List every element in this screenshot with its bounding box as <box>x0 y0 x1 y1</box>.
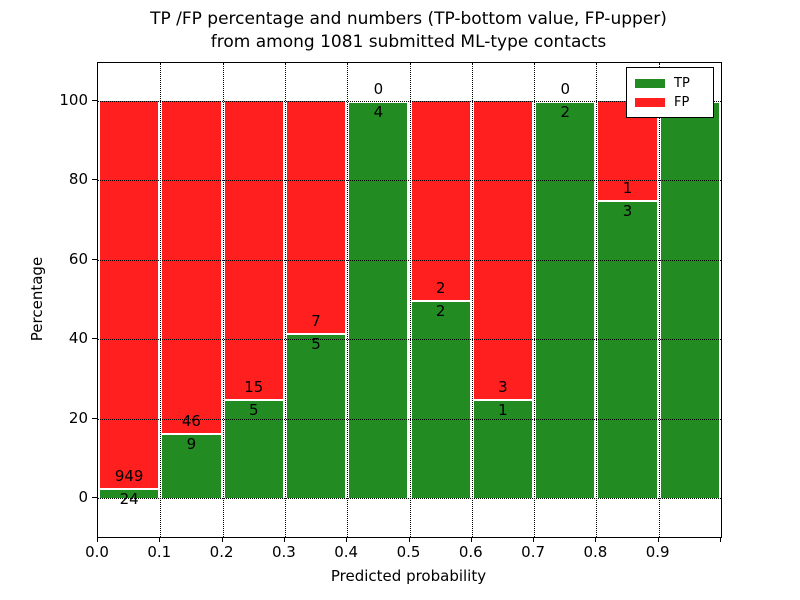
y-tick-label: 60 <box>68 249 88 268</box>
bar-segment-fp <box>409 101 472 300</box>
gridline-vertical <box>534 63 536 537</box>
tp-count-label: 5 <box>248 400 259 419</box>
chart-title: TP /FP percentage and numbers (TP-bottom… <box>0 8 800 54</box>
bar-segment-tp <box>284 332 348 498</box>
gridline-horizontal <box>98 418 721 420</box>
bar-segment-tp <box>160 433 223 498</box>
x-tick-mark <box>533 538 535 542</box>
chart-title-line1: TP /FP percentage and numbers (TP-bottom… <box>150 9 667 29</box>
tp-count-label: 5 <box>311 334 321 353</box>
bar-segment-fp <box>160 101 223 434</box>
gridline-vertical <box>471 63 473 537</box>
fp-legend-swatch <box>635 98 665 107</box>
fp-count-label: 949 <box>114 467 144 486</box>
y-tick-label: 80 <box>68 170 88 189</box>
tp-count-label: 9 <box>186 435 197 454</box>
x-tick-label: 0.6 <box>458 543 483 561</box>
y-tick-label: 20 <box>68 408 88 427</box>
fp-count-label: 7 <box>311 311 321 330</box>
x-tick-label: 0.1 <box>147 543 172 561</box>
gridline-vertical <box>160 63 162 537</box>
x-tick-mark <box>97 538 98 542</box>
x-tick-label: 0.7 <box>521 543 546 561</box>
bar-segment-tp <box>409 299 472 498</box>
y-tick-mark <box>92 179 97 181</box>
bar-segment-fp <box>284 101 348 333</box>
x-tick-label: 0.3 <box>271 543 296 561</box>
bar-segment-tp <box>98 488 161 498</box>
bar-segment-fp <box>222 101 285 399</box>
y-tick-mark <box>92 258 97 260</box>
gridline-horizontal <box>98 101 721 102</box>
plot-area: 9492446915575042231021303 <box>97 62 722 538</box>
y-tick-label: 40 <box>68 329 88 348</box>
x-tick-label: 0.5 <box>396 543 421 561</box>
y-tick-label: 0 <box>78 488 88 506</box>
gridline-horizontal <box>98 339 721 341</box>
y-axis-label: Percentage <box>28 256 46 342</box>
x-tick-mark <box>595 538 597 542</box>
gridline-horizontal <box>98 498 721 499</box>
tp-count-label: 2 <box>435 301 446 320</box>
fp-count-label: 2 <box>435 278 446 297</box>
x-tick-label: 0.8 <box>583 543 608 561</box>
fp-count-label: 15 <box>244 377 264 396</box>
gridline-vertical <box>658 63 660 537</box>
y-tick-label: 100 <box>59 91 88 109</box>
bar-segment-tp <box>471 398 535 498</box>
y-tick-mark <box>92 100 97 101</box>
fp-count-label: 3 <box>498 377 508 396</box>
x-tick-label: 0.9 <box>645 543 670 561</box>
fp-count-label: 46 <box>181 412 201 431</box>
x-tick-mark <box>720 538 721 542</box>
x-tick-label: 0.2 <box>209 543 234 561</box>
gridline-vertical <box>409 63 411 537</box>
gridline-vertical <box>222 63 224 537</box>
x-tick-label: 0.4 <box>334 543 359 561</box>
tp-count-label: 2 <box>560 103 571 121</box>
tp-count-label: 3 <box>622 202 633 221</box>
tp-legend-label: TP <box>674 75 690 91</box>
bar-segment-tp <box>534 101 597 498</box>
gridline-vertical <box>347 63 349 537</box>
fp-count-label: 0 <box>373 80 384 98</box>
gridline-horizontal <box>98 180 721 182</box>
x-tick-mark <box>283 538 285 542</box>
x-tick-mark <box>159 538 161 542</box>
bar-segment-fp <box>98 101 161 489</box>
fp-count-label: 0 <box>560 80 571 98</box>
tp-legend-swatch <box>635 79 665 88</box>
legend-entry-tp: TP <box>635 74 705 93</box>
legend-entry-fp: FP <box>635 93 705 112</box>
gridline-horizontal <box>98 259 721 261</box>
y-tick-mark <box>92 417 97 419</box>
bar-segment-fp <box>471 101 535 399</box>
x-tick-mark <box>470 538 472 542</box>
bar-segment-tp <box>222 398 285 498</box>
tp-count-label: 4 <box>373 103 384 121</box>
legend: TP FP <box>626 67 714 118</box>
x-tick-mark <box>657 538 659 542</box>
gridline-vertical <box>284 63 286 537</box>
gridline-vertical <box>596 63 598 537</box>
fp-legend-label: FP <box>674 94 690 110</box>
chart-title-line2: from among 1081 submitted ML-type contac… <box>210 32 607 52</box>
bar-segment-tp <box>658 101 721 498</box>
fp-count-label: 1 <box>622 179 633 198</box>
y-tick-mark <box>92 497 97 498</box>
x-tick-mark <box>346 538 348 542</box>
x-tick-mark <box>408 538 410 542</box>
y-tick-mark <box>92 338 97 340</box>
tp-count-label: 1 <box>498 400 508 419</box>
bar-segment-tp <box>596 200 659 498</box>
x-tick-label: 0.0 <box>85 543 109 561</box>
x-axis-label: Predicted probability <box>330 567 487 585</box>
bar-segment-tp <box>347 101 410 498</box>
x-tick-mark <box>221 538 223 542</box>
tp-count-label: 24 <box>119 490 139 509</box>
